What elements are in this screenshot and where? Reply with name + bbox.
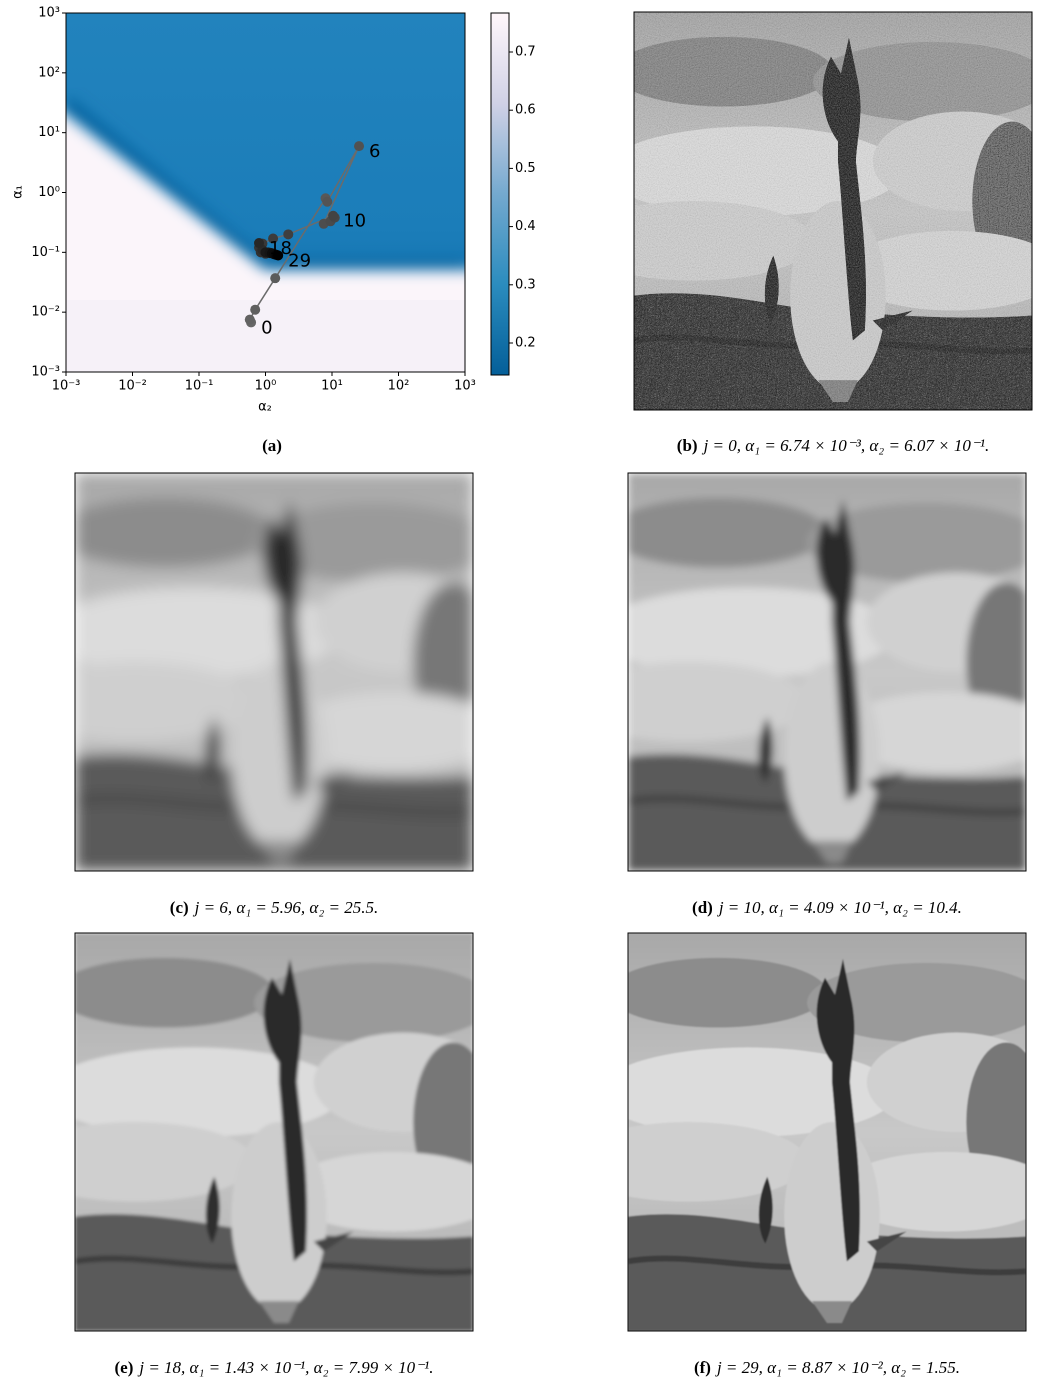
panel-caption: (c) j = 6, α₁ = 5.96, α₂ = 25.5. [170,898,378,917]
caption-label: (b) [677,436,698,455]
trajectory-point [254,238,265,249]
colorbar [490,12,510,376]
image-panel [568,932,1055,1332]
trajectory-point [250,304,261,315]
y-tick-label: 10² [38,65,60,80]
image [15,933,503,1331]
colorbar-tick-label: 0.5 [515,161,536,176]
caption-text: j = 0, α₁ = 6.74 × 10⁻³, α₂ = 6.07 × 10⁻… [702,436,990,455]
caption-label: (c) [170,898,189,917]
image-frame [627,472,1027,872]
colorbar-tick-label: 0.7 [515,44,536,59]
point-label: 6 [369,141,380,162]
trajectory-point [270,273,281,284]
panel-caption: (f) j = 29, α₁ = 8.87 × 10⁻², α₂ = 1.55. [694,1358,960,1377]
trajectory-point [244,314,255,325]
image-content [15,473,503,871]
x-tick-label: 10² [388,379,410,394]
image-content [568,933,1055,1331]
panel-caption: (a) [262,436,282,455]
image-content [568,473,1055,871]
point-label: 10 [343,211,366,232]
x-tick-label: 10¹ [321,379,343,394]
trajectory-point [283,229,294,240]
caption-text: j = 6, α₁ = 5.96, α₂ = 25.5. [193,898,379,917]
heatmap [66,13,465,372]
x-tick-label: 10⁰ [255,379,277,394]
image [568,933,1055,1331]
x-tick-label: 10⁻¹ [185,379,214,394]
colorbar-tick-label: 0.2 [515,335,536,350]
colorbar-tick-label: 0.6 [515,103,536,118]
image-panel [15,472,503,872]
panel-caption: (b) j = 0, α₁ = 6.74 × 10⁻³, α₂ = 6.07 × … [677,436,989,455]
y-tick-label: 10⁰ [38,185,60,200]
image-content [574,12,1055,410]
y-tick-label: 10¹ [38,125,60,140]
caption-text: j = 10, α₁ = 4.09 × 10⁻¹, α₂ = 10.4. [717,898,962,917]
y-tick-label: 10⁻² [31,305,60,320]
trajectory-point [328,210,339,221]
image-frame [74,932,474,1332]
image-frame [74,472,474,872]
image-panel [15,932,503,1332]
caption-text: j = 18, α₁ = 1.43 × 10⁻¹, α₂ = 7.99 × 10… [137,1358,433,1377]
panel-caption: (e) j = 18, α₁ = 1.43 × 10⁻¹, α₂ = 7.99 ×… [114,1358,433,1377]
x-tick-label: 10⁻² [118,379,147,394]
caption-label: (f) [694,1358,711,1377]
image [568,473,1055,871]
image-content [15,933,503,1331]
trajectory-point [268,233,279,244]
point-label: 0 [261,317,272,338]
point-label: 29 [288,250,311,271]
x-tick-label: 10³ [454,379,476,394]
x-axis-label: α₂ [258,400,272,415]
axes: 10⁻³ 10⁻² 10⁻¹ 10⁰ 10¹ 10² 10³ 10⁻³ 10⁻² 10⁻¹ 10⁰ 1… [31,6,535,394]
colorbar-tick-label: 0.4 [515,219,536,234]
colorbar-tick-label: 0.3 [515,277,536,292]
image-panel [574,11,1055,411]
point-label: 18 [269,238,292,259]
y-tick-label: 10³ [38,6,60,21]
caption-label: (e) [114,1358,133,1377]
y-tick-label: 10⁻¹ [31,245,60,260]
panels: (b) j = 0, α₁ = 6.74 × 10⁻³, α₂ = 6.07 × … [15,11,1055,1377]
y-tick-label: 10⁻³ [31,365,60,380]
trajectory-point [273,250,284,261]
image-panel [568,472,1055,872]
image [574,12,1055,410]
trajectory-point [354,141,365,152]
panel-caption: (d) j = 10, α₁ = 4.09 × 10⁻¹, α₂ = 10.4. [692,898,962,917]
x-tick-label: 10⁻³ [52,379,81,394]
trajectory-point [322,196,333,207]
caption-text: j = 29, α₁ = 8.87 × 10⁻², α₂ = 1.55. [715,1358,960,1377]
caption-label: (d) [692,898,713,917]
y-axis-label: α₁ [11,185,26,199]
image [15,473,503,871]
image-frame [627,932,1027,1332]
image-frame [633,11,1033,411]
